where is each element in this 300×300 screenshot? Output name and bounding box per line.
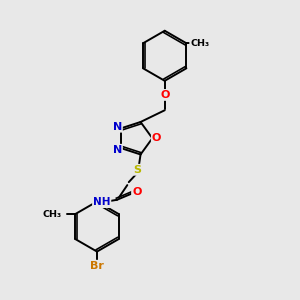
Text: N: N (113, 145, 122, 155)
Text: Br: Br (90, 261, 104, 271)
Text: O: O (160, 90, 169, 100)
Text: CH₃: CH₃ (43, 209, 62, 218)
Text: N: N (113, 122, 122, 132)
Text: CH₃: CH₃ (190, 39, 209, 48)
Text: O: O (132, 187, 141, 197)
Text: S: S (134, 165, 142, 175)
Text: O: O (152, 133, 161, 143)
Text: NH: NH (93, 197, 110, 207)
